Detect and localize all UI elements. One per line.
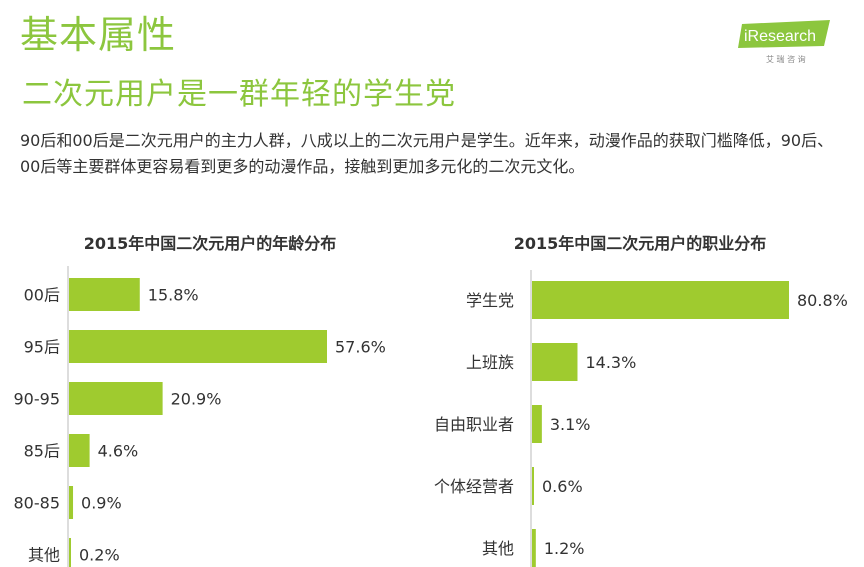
page-subtitle: 二次元用户是一群年轻的学生党 [22, 77, 456, 112]
age-bar [69, 434, 90, 467]
age-bar [69, 382, 163, 415]
age-value-label: 57.6% [335, 338, 386, 357]
age-category-label: 95后 [24, 338, 60, 357]
logo-subtext: 艾 瑞 咨 询 [766, 54, 806, 64]
occupation-bar [532, 467, 534, 505]
occupation-category-label: 上班族 [466, 353, 514, 372]
age-bar [69, 278, 140, 311]
page-title: 基本属性 [20, 13, 177, 57]
age-value-label: 20.9% [171, 390, 222, 409]
occupation-value-label: 3.1% [550, 415, 591, 434]
occupation-category-label: 其他 [482, 539, 514, 558]
age-category-label: 80-85 [14, 494, 61, 513]
logo-text: iResearch [744, 28, 816, 45]
age-value-label: 4.6% [98, 442, 139, 461]
occupation-category-label: 个体经营者 [434, 477, 514, 496]
age-bar [69, 330, 327, 363]
occupation-value-label: 1.2% [544, 539, 585, 558]
occupation-value-label: 14.3% [585, 353, 636, 372]
occupation-bar [532, 343, 578, 381]
age-chart-title: 2015年中国二次元用户的年龄分布 [83, 234, 337, 253]
age-category-label: 85后 [24, 442, 60, 461]
occupation-bar [532, 529, 536, 567]
age-bar [69, 538, 71, 567]
intro-paragraph: 90后和00后是二次元用户的主力人群，八成以上的二次元用户是学生。近年来，动漫作… [20, 131, 834, 176]
occupation-category-label: 学生党 [466, 291, 514, 310]
logo-banner-shape [738, 20, 830, 48]
occupation-bar [532, 405, 542, 443]
occupation-chart-title: 2015年中国二次元用户的职业分布 [513, 234, 767, 253]
occupation-value-label: 0.6% [542, 477, 583, 496]
iresearch-logo: iResearch 艾 瑞 咨 询 [738, 20, 830, 64]
occupation-category-label: 自由职业者 [434, 415, 514, 434]
occupation-value-label: 80.8% [797, 291, 848, 310]
age-category-label: 00后 [24, 286, 60, 305]
age-category-label: 其他 [28, 546, 60, 565]
age-bar [69, 486, 74, 519]
age-value-label: 0.9% [81, 494, 122, 513]
age-value-label: 0.2% [79, 546, 120, 565]
age-value-label: 15.8% [148, 286, 199, 305]
age-category-label: 90-95 [14, 390, 61, 409]
occupation-bar [532, 281, 789, 319]
